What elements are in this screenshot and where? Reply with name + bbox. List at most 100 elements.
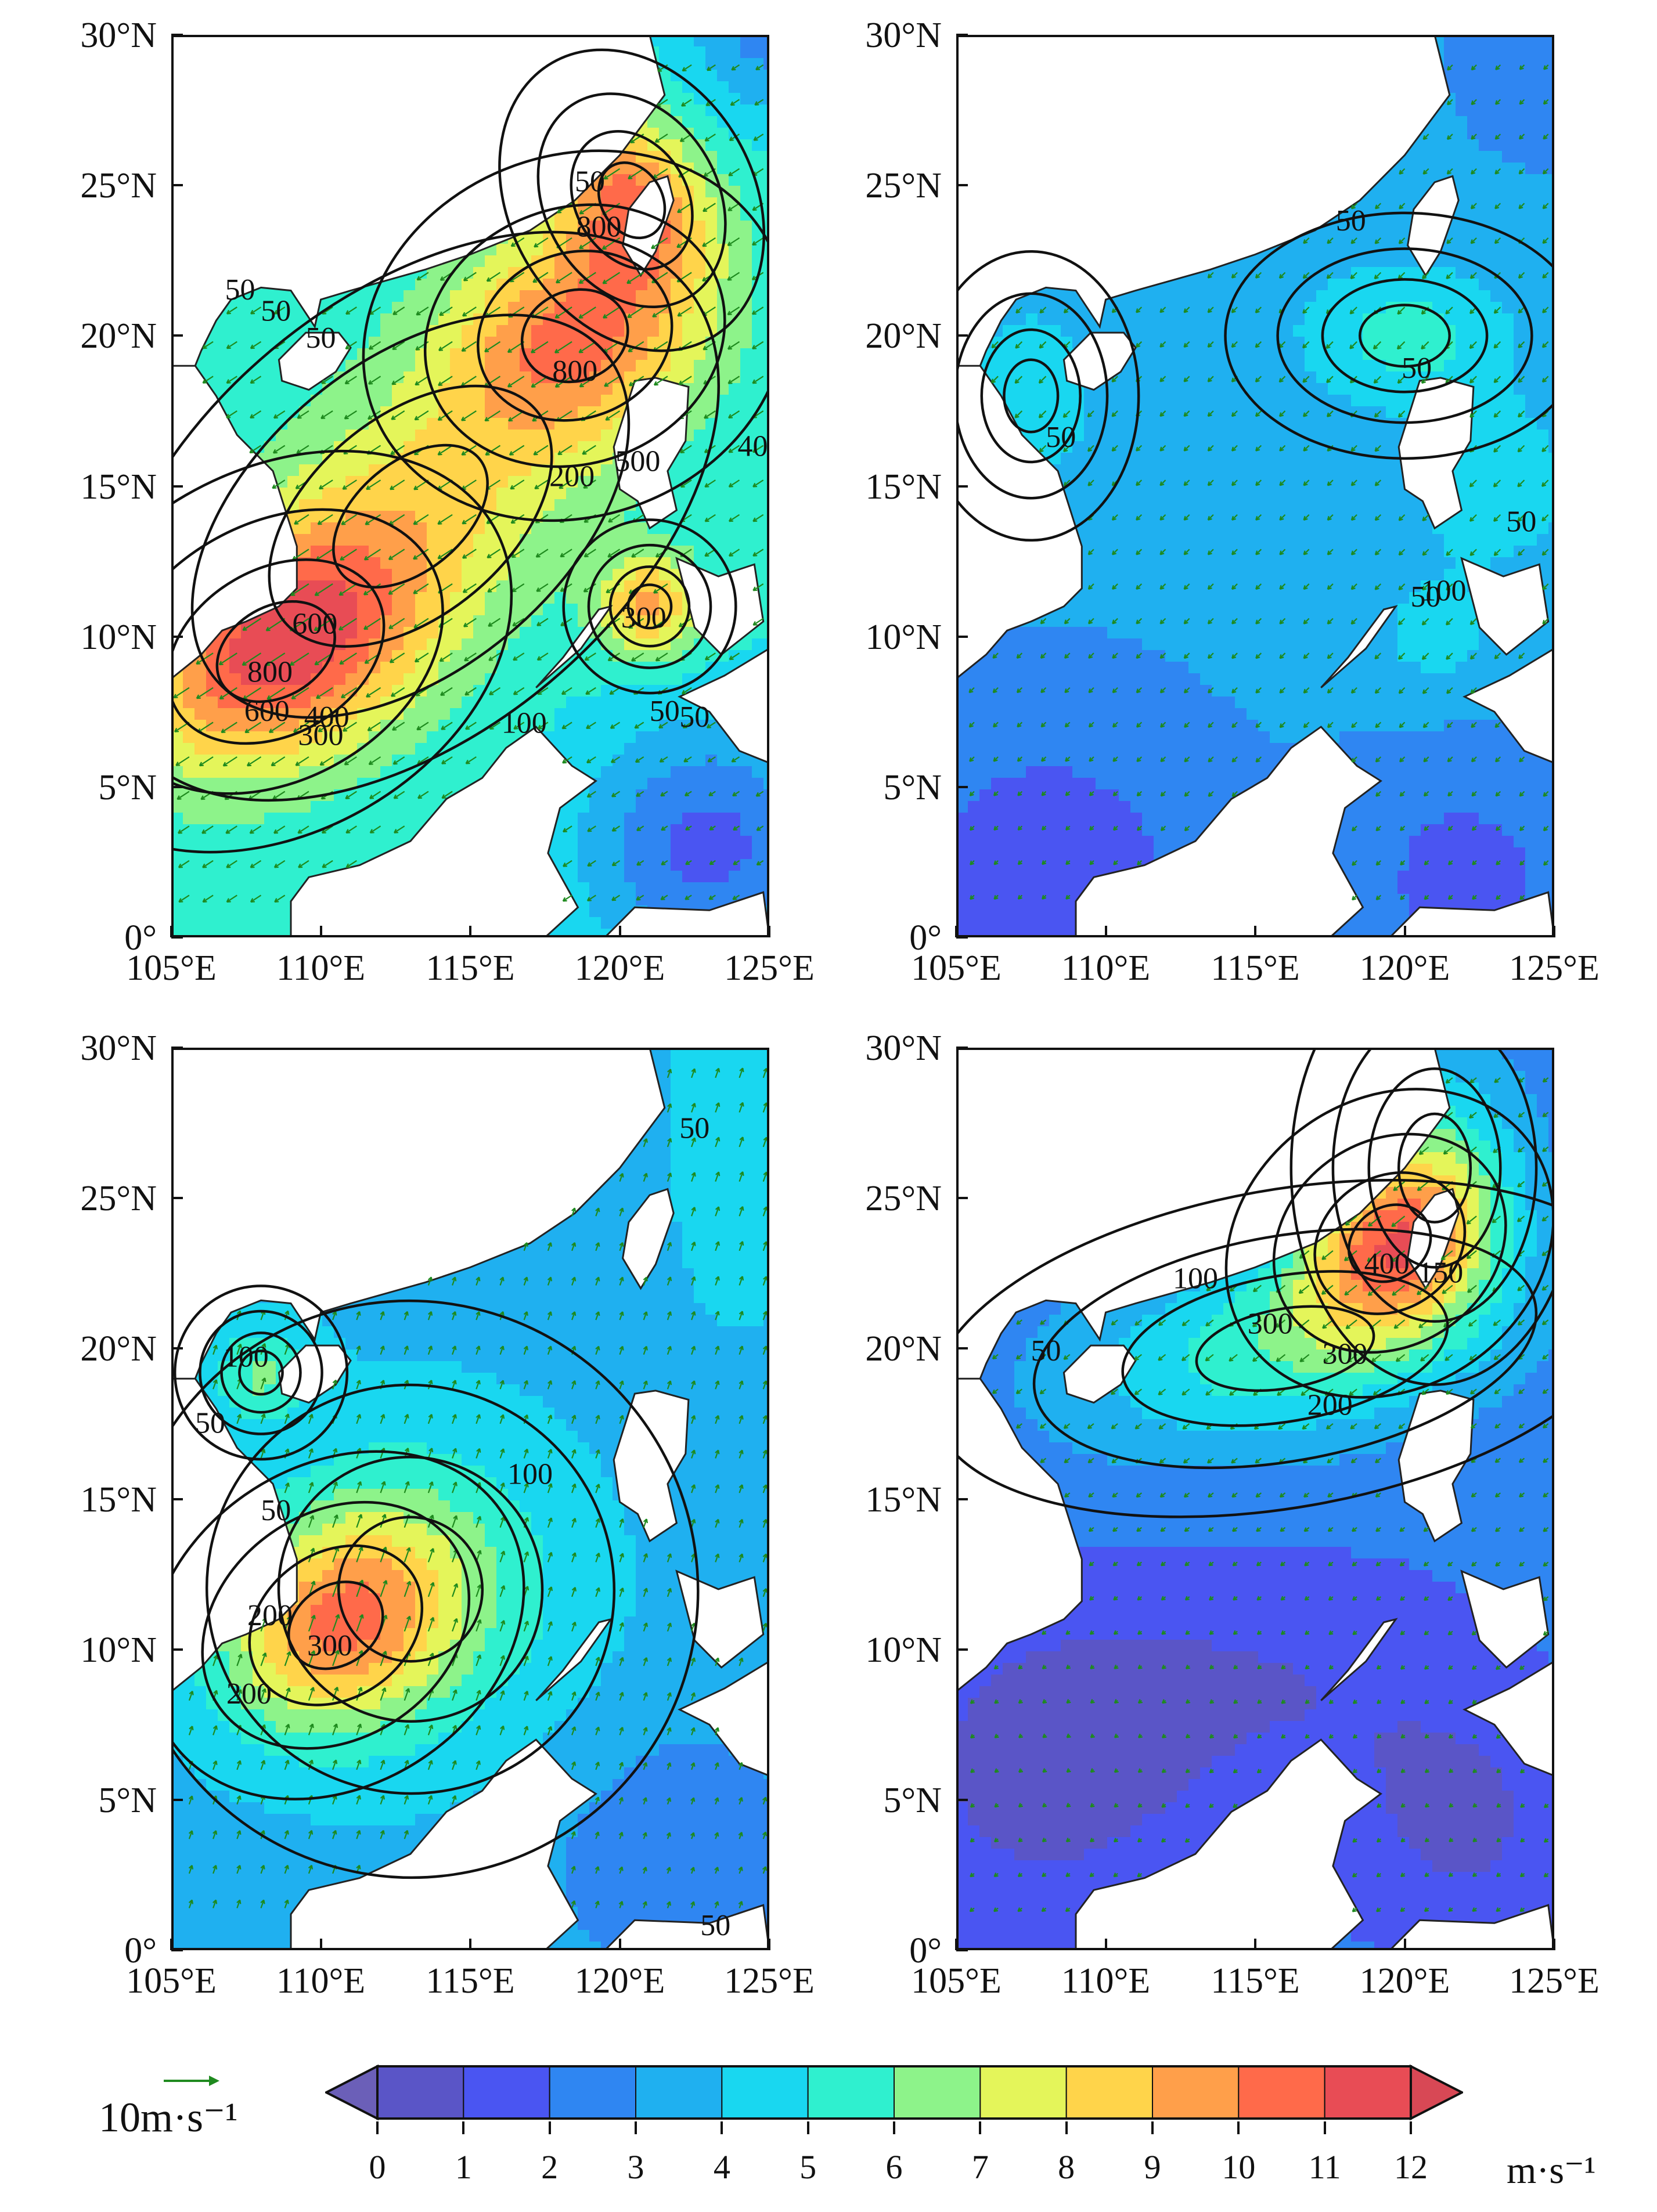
- contour-label: 800: [576, 210, 621, 243]
- x-tick-mark: [1254, 926, 1256, 937]
- x-tick-mark: [1403, 926, 1406, 937]
- contour-label: 50: [1506, 505, 1536, 538]
- y-tick-mark: [171, 1798, 183, 1801]
- colorbar-over-triangle: [1410, 2064, 1465, 2121]
- map-panel-bottom-right: 100 50 300 300 200 400 150: [956, 1048, 1554, 1950]
- x-tick-mark: [618, 1939, 621, 1950]
- colorbar-tick-label: 8: [1058, 2148, 1075, 2186]
- colorbar-tick-mark: [462, 2121, 465, 2134]
- y-tick-mark: [956, 785, 968, 788]
- x-tick-mark: [1254, 1939, 1256, 1950]
- colorbar-segment: [377, 2066, 464, 2119]
- map-svg: 100 50 300 300 200 400 150: [956, 1048, 1554, 1950]
- y-tick-label: 25°N: [80, 166, 157, 206]
- x-tick-mark: [319, 926, 322, 937]
- x-tick-label: 105°E: [126, 1961, 217, 2001]
- x-tick-label: 115°E: [1211, 948, 1300, 988]
- contour-label: 50: [195, 1406, 225, 1439]
- contour-label: 100: [1173, 1262, 1218, 1296]
- contour-label: 50: [225, 273, 255, 306]
- x-tick-label: 110°E: [276, 948, 366, 988]
- contour-label: 300: [1323, 1337, 1368, 1370]
- x-tick-mark: [768, 1939, 770, 1950]
- x-tick-label: 125°E: [724, 948, 815, 988]
- y-tick-label: 20°N: [80, 1329, 157, 1369]
- y-tick-label: 30°N: [865, 16, 942, 55]
- map-panel-top-right: 50 50 50 100 50 50: [956, 35, 1554, 937]
- contour-label: 50: [1046, 421, 1076, 454]
- contour-label: 300: [298, 719, 344, 752]
- land-mask: [171, 35, 769, 937]
- y-tick-label: 25°N: [865, 166, 942, 206]
- contour-label: 300: [307, 1629, 352, 1662]
- y-tick-mark: [956, 184, 968, 187]
- y-tick-mark: [171, 334, 183, 337]
- contour-label: 50: [575, 165, 605, 199]
- y-tick-label: 15°N: [80, 467, 157, 507]
- y-tick-mark: [956, 34, 968, 36]
- contour-lines: [956, 211, 1554, 542]
- contour-label: 200: [549, 460, 595, 493]
- colorbar-tick-mark: [376, 2121, 379, 2134]
- y-tick-mark: [956, 1497, 968, 1500]
- y-tick-mark: [171, 1347, 183, 1350]
- colorbar-graphic: [323, 2064, 1465, 2121]
- x-tick-mark: [469, 1939, 471, 1950]
- contour-label: 50: [1336, 204, 1366, 237]
- contour-label: 400: [738, 430, 769, 463]
- y-tick-label: 0°: [124, 918, 157, 958]
- x-tick-label: 120°E: [1359, 948, 1450, 988]
- colorbar-tick-mark: [721, 2121, 723, 2134]
- y-tick-label: 10°N: [865, 617, 942, 657]
- y-tick-label: 20°N: [865, 1329, 942, 1369]
- contour-label: 50: [679, 701, 709, 734]
- colorbar-tick-mark: [1065, 2121, 1068, 2134]
- colorbar-tick-label: 10: [1222, 2148, 1256, 2186]
- x-tick-label: 120°E: [574, 1961, 665, 2001]
- y-tick-label: 5°N: [883, 1780, 942, 1820]
- y-tick-mark: [956, 1047, 968, 1049]
- x-tick-label: 125°E: [1509, 1961, 1600, 2001]
- x-tick-label: 105°E: [126, 948, 217, 988]
- colorbar-tick-mark: [548, 2121, 551, 2134]
- contour-lines: [171, 48, 769, 854]
- x-tick-mark: [1403, 1939, 1406, 1950]
- colorbar-segment: [807, 2066, 895, 2119]
- y-tick-label: 30°N: [80, 16, 157, 55]
- contour-label: 50: [261, 294, 291, 327]
- x-tick-mark: [469, 926, 471, 937]
- y-tick-label: 0°: [124, 1931, 157, 1971]
- colorbar-tick-mark: [893, 2121, 895, 2134]
- land-mask: [171, 1048, 769, 1950]
- y-tick-label: 20°N: [80, 316, 157, 356]
- contour-label: 600: [292, 607, 337, 640]
- colorbar-under-triangle: [323, 2064, 379, 2121]
- y-tick-label: 5°N: [98, 1780, 157, 1820]
- colorbar-segment: [1065, 2066, 1153, 2119]
- x-tick-mark: [955, 926, 957, 937]
- y-tick-mark: [956, 635, 968, 638]
- map-panel-top-left: 50 50 800 800 600 400 300 100 200 500 800 600 300 50 5…: [171, 35, 769, 937]
- contour-label: 600: [244, 695, 290, 728]
- y-tick-label: 5°N: [98, 767, 157, 807]
- colorbar-tick-label: 4: [713, 2148, 730, 2186]
- y-tick-label: 25°N: [865, 1179, 942, 1219]
- y-tick-label: 15°N: [865, 1480, 942, 1520]
- contour-label: 100: [224, 1340, 269, 1373]
- x-tick-mark: [1104, 1939, 1107, 1950]
- x-tick-mark: [1553, 1939, 1555, 1950]
- reference-arrow-icon: [164, 2076, 219, 2086]
- contour-label: 800: [552, 355, 597, 388]
- contour-label: 50: [261, 1494, 291, 1527]
- contour-label: 800: [247, 655, 293, 688]
- x-tick-mark: [170, 926, 172, 937]
- colorbar-segment: [979, 2066, 1067, 2119]
- contour-label: 50: [1031, 1334, 1061, 1367]
- reference-vector-label: 10m·s⁻¹: [99, 2094, 238, 2141]
- colorbar-tick-label: 9: [1144, 2148, 1161, 2186]
- map-panel-bottom-left: 100 50 50 100 200 300 200 50 50: [171, 1048, 769, 1950]
- contour-label: 50: [1411, 580, 1441, 614]
- y-tick-label: 30°N: [80, 1029, 157, 1068]
- x-tick-label: 105°E: [911, 948, 1002, 988]
